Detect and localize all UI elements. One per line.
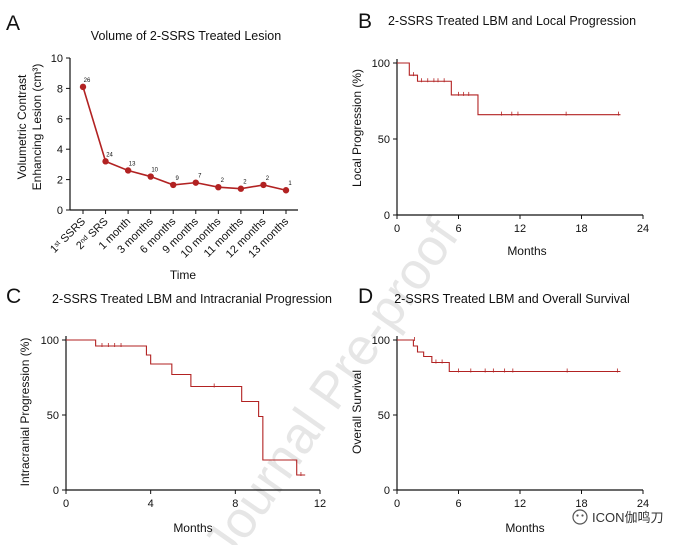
panel-a-point-label: 7 [198,174,202,180]
panel-d-plot: 0 50 100 0 6 12 18 24 [372,335,649,510]
panel-b-xlabel: Months [507,244,546,258]
panel-letter-d: D [358,285,373,308]
panel-a-point-label: 9 [176,176,180,182]
panel-c-ylabel: Intracranial Progression (%) [18,338,32,487]
panel-a-data-point [79,83,87,91]
panel-c-xlabel: Months [173,521,212,535]
panel-a-ytick-label: 6 [57,114,63,126]
panel-d-xtick-label: 12 [514,498,526,510]
panel-c-xtick-label: 8 [232,498,238,510]
panel-a-data-point [282,187,290,194]
panel-c-xtick-label: 4 [148,498,154,510]
panel-a-ylabel-line2: Enhancing Lesion (cm³) [30,64,44,191]
panel-b-plot: 0 50 100 0 6 12 18 24 [372,58,649,235]
panel-letter-b: B [358,10,372,33]
panel-b-xtick-label: 6 [455,223,461,235]
panel-a-point-label: 26 [84,78,91,84]
panel-c-plot: 0 50 100 0 4 8 12 [41,335,326,510]
panel-d-xtick-label: 18 [575,498,587,510]
panel-a-data-point [170,181,177,189]
panel-a-ytick-label: 2 [57,175,63,187]
panel-c-title: 2-SSRS Treated LBM and Intracranial Prog… [52,292,332,306]
panel-b-ytick-label: 0 [384,210,390,222]
panel-b-xtick-label: 24 [637,223,649,235]
panel-b-title: 2-SSRS Treated LBM and Local Progression [388,14,636,28]
panel-d: D 2-SSRS Treated LBM and Overall Surviva… [350,285,649,535]
panel-b-xtick-label: 0 [394,223,400,235]
panel-d-xtick-label: 24 [637,498,649,510]
credit-icon [572,509,588,525]
panel-d-xlabel: Months [505,521,544,535]
panel-a-xlabel: Time [170,268,197,282]
panel-a-series-line [82,86,287,192]
panel-c-xtick-label: 12 [314,498,326,510]
panel-c-km-curve [66,339,306,476]
panel-d-xtick-label: 6 [455,498,461,510]
panel-a-data-point [215,184,222,191]
panel-a-ylabel-line1: Volumetric Contrast [15,74,29,179]
panel-b-ytick-label: 50 [378,134,390,146]
panel-a-ytick-label: 0 [57,205,63,217]
panel-a-point-label: 1 [288,181,292,187]
panel-b-km-curve [397,62,621,116]
panel-c: C 2-SSRS Treated LBM and Intracranial Pr… [6,285,332,535]
panel-b: B 2-SSRS Treated LBM and Local Progressi… [350,10,649,258]
panel-a-point-label: 13 [129,161,136,167]
panel-b-ytick-label: 100 [372,58,390,70]
panel-a-data-point [102,158,109,165]
panel-c-ytick-label: 0 [53,485,59,497]
panel-a-point-label: 10 [151,168,158,174]
panel-b-xtick-label: 18 [575,223,587,235]
panel-a: A Volume of 2-SSRS Treated Lesion Volume… [6,12,298,282]
panel-a-point-label: 2 [243,180,247,186]
panel-d-km-curve [397,339,621,373]
panel-d-ytick-label: 100 [372,335,390,347]
panel-a-ytick-label: 4 [57,144,63,156]
watermark: Journal Pre-proof [192,209,470,545]
panel-b-ylabel: Local Progression (%) [350,69,364,187]
panel-a-point-label: 2 [221,178,225,184]
panel-a-ytick-label: 8 [57,83,63,95]
panel-d-title: 2-SSRS Treated LBM and Overall Survival [394,292,630,306]
panel-a-title: Volume of 2-SSRS Treated Lesion [91,29,281,43]
panel-b-xtick-label: 12 [514,223,526,235]
panel-d-xtick-label: 0 [394,498,400,510]
panel-a-data-point [260,181,267,189]
panel-d-ytick-label: 0 [384,485,390,497]
panel-a-data-point [192,179,199,186]
panel-a-data-point [147,173,154,180]
panel-a-data-point [124,167,132,174]
panel-a-point-label: 24 [106,152,113,158]
panel-c-ytick-label: 50 [47,410,59,422]
panel-a-point-label: 2 [266,176,270,182]
credit-badge: ICON伽鸣刀 [572,509,664,525]
panel-a-data-point [237,185,245,192]
panel-a-ytick-label: 10 [51,53,63,65]
panel-c-xtick-label: 0 [63,498,69,510]
panel-d-ylabel: Overall Survival [350,370,364,454]
credit-text: ICON伽鸣刀 [592,510,664,525]
panel-d-ytick-label: 50 [378,410,390,422]
panel-c-ytick-label: 100 [41,335,59,347]
panel-letter-a: A [6,12,20,35]
panel-letter-c: C [6,285,21,308]
